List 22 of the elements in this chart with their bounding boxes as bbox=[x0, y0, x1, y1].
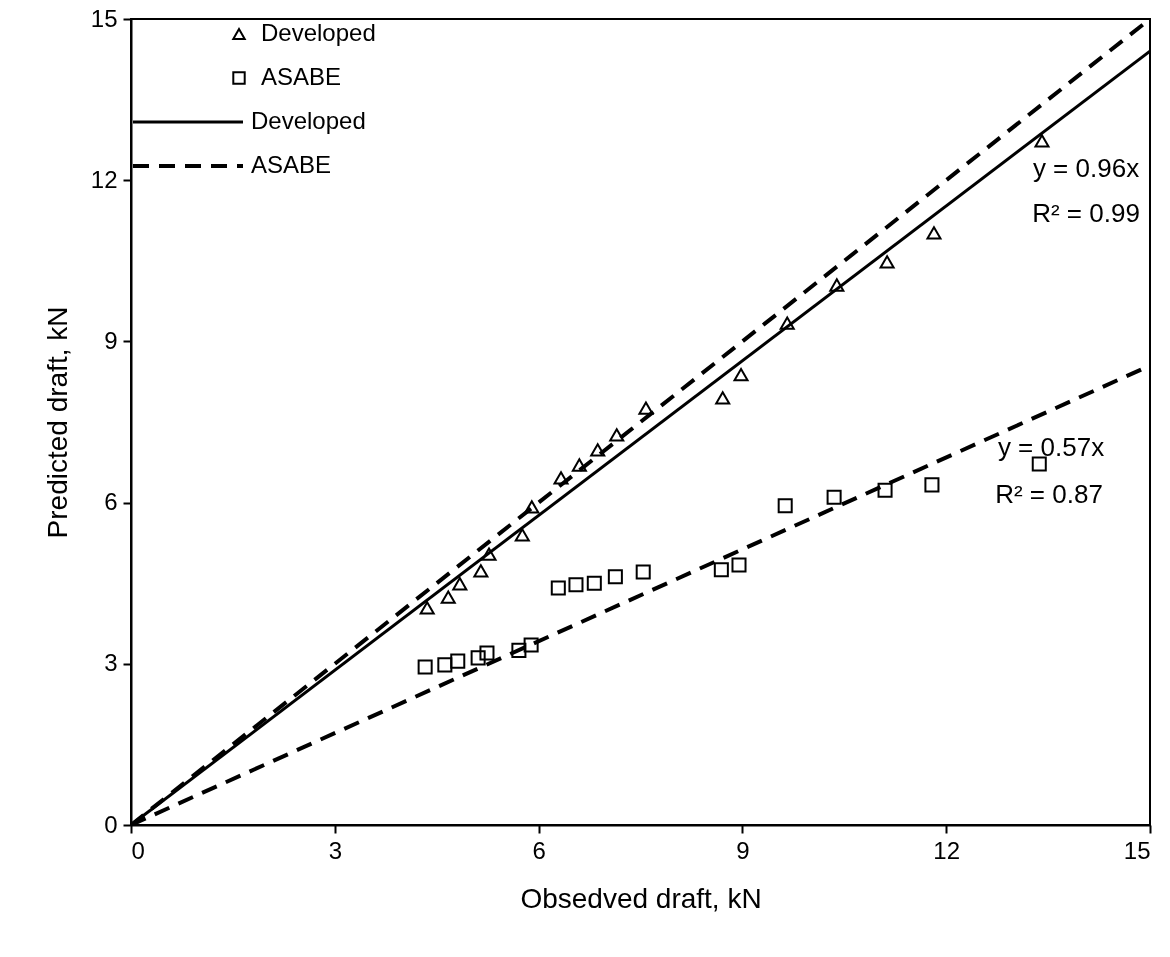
y-axis-title: Predicted draft, kN bbox=[41, 306, 73, 539]
legend-label: ASABE bbox=[251, 151, 332, 178]
x-tick-label: 0 bbox=[131, 836, 145, 864]
x-tick-label: 9 bbox=[736, 836, 750, 864]
x-tick-label: 15 bbox=[1123, 836, 1151, 864]
legend-label: ASABE bbox=[261, 63, 342, 90]
annotation: R² = 0.99 bbox=[1032, 198, 1140, 228]
annotation: y = 0.57x bbox=[997, 432, 1105, 462]
legend-label: Developed bbox=[251, 107, 366, 134]
y-tick-label: 9 bbox=[104, 326, 118, 354]
y-tick-label: 6 bbox=[104, 488, 118, 516]
x-tick-label: 6 bbox=[532, 836, 546, 864]
annotation: R² = 0.87 bbox=[995, 479, 1103, 509]
y-tick-label: 3 bbox=[104, 649, 118, 677]
y-tick-label: 12 bbox=[90, 165, 118, 193]
y-tick-label: 0 bbox=[104, 810, 118, 838]
x-axis-title: Obsedved draft, kN bbox=[520, 882, 762, 914]
annotation: y = 0.96x bbox=[1032, 153, 1140, 183]
x-tick-label: 12 bbox=[933, 836, 961, 864]
y-tick-label: 15 bbox=[90, 4, 118, 32]
x-tick-label: 3 bbox=[328, 836, 342, 864]
legend-label: Developed bbox=[261, 19, 376, 46]
